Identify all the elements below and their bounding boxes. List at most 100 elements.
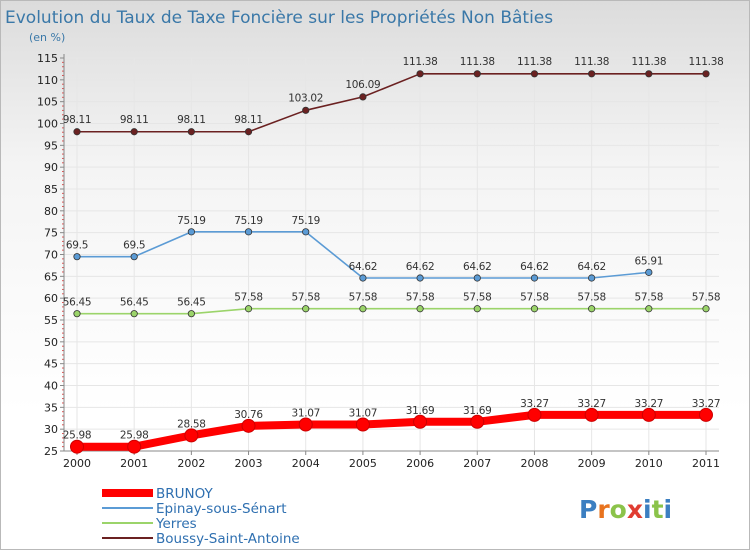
data-point-boussy-saint-antoine: [473, 70, 481, 78]
data-label-brunoy: 33.27: [635, 398, 664, 410]
y-tick-label: 95: [44, 139, 58, 152]
data-point-brunoy: [527, 407, 542, 422]
y-tick-label: 40: [44, 380, 58, 393]
data-label-epinay-sous-senart: 64.62: [577, 261, 606, 273]
data-point-brunoy: [470, 414, 485, 429]
data-label-boussy-saint-antoine: 106.09: [345, 79, 380, 91]
chart-title: Evolution du Taux de Taxe Foncière sur l…: [5, 8, 553, 28]
data-point-yerres: [187, 310, 195, 318]
logo-letter: x: [627, 495, 643, 524]
legend: BRUNOY Epinay-sous-Sénart Yerres Boussy-…: [102, 486, 300, 547]
data-label-yerres: 56.45: [177, 297, 206, 309]
data-point-brunoy: [184, 428, 199, 443]
data-point-epinay-sous-senart: [530, 274, 539, 282]
data-label-yerres: 56.45: [63, 297, 92, 309]
x-tick-label: 2011: [692, 457, 720, 470]
legend-label-epinay: Epinay-sous-Sénart: [156, 501, 287, 517]
data-point-boussy-saint-antoine: [645, 70, 653, 78]
logo-letter: i: [664, 495, 673, 524]
data-point-yerres: [359, 305, 367, 313]
data-label-brunoy: 31.69: [463, 405, 492, 417]
data-point-boussy-saint-antoine: [530, 70, 539, 78]
y-tick-label: 60: [44, 292, 58, 305]
data-label-epinay-sous-senart: 64.62: [463, 261, 492, 273]
data-label-epinay-sous-senart: 64.62: [406, 261, 435, 273]
data-point-brunoy: [699, 407, 713, 422]
y-tick-label: 30: [44, 423, 58, 436]
data-label-yerres: 57.58: [234, 292, 263, 304]
y-tick-label: 25: [44, 445, 58, 458]
data-point-yerres: [416, 305, 424, 313]
logo-letter: P: [579, 495, 597, 524]
data-label-brunoy: 31.07: [349, 407, 378, 419]
data-label-boussy-saint-antoine: 111.38: [631, 56, 666, 68]
data-point-yerres: [588, 305, 596, 313]
data-point-epinay-sous-senart: [473, 274, 481, 282]
x-tick-label: 2004: [292, 457, 320, 470]
data-label-yerres: 56.45: [120, 297, 149, 309]
data-label-brunoy: 31.07: [291, 407, 320, 419]
data-point-epinay-sous-senart: [187, 228, 195, 236]
y-tick-label: 105: [37, 96, 58, 109]
y-tick-label: 45: [44, 358, 58, 371]
x-tick-label: 2003: [235, 457, 263, 470]
data-point-epinay-sous-senart: [588, 274, 596, 282]
y-tick-label: 75: [44, 227, 58, 240]
y-tick-label: 110: [37, 74, 58, 87]
data-label-yerres: 57.58: [520, 292, 549, 304]
data-point-boussy-saint-antoine: [702, 70, 710, 78]
data-label-yerres: 57.58: [635, 292, 664, 304]
data-label-yerres: 57.58: [692, 292, 721, 304]
data-point-yerres: [702, 305, 710, 313]
data-label-boussy-saint-antoine: 111.38: [517, 56, 552, 68]
data-label-yerres: 57.58: [463, 292, 492, 304]
data-label-epinay-sous-senart: 75.19: [177, 215, 206, 227]
data-point-yerres: [73, 310, 81, 318]
logo-letter: t: [652, 495, 664, 524]
data-point-boussy-saint-antoine: [588, 70, 596, 78]
data-point-brunoy: [241, 418, 256, 433]
data-point-brunoy: [413, 414, 428, 429]
data-point-epinay-sous-senart: [359, 274, 367, 282]
data-point-brunoy: [127, 439, 142, 454]
series-line-brunoy: [73, 410, 710, 451]
legend-label-brunoy: BRUNOY: [156, 486, 214, 502]
x-tick-label: 2008: [520, 457, 548, 470]
chart-subtitle: (en %): [29, 31, 65, 44]
data-point-boussy-saint-antoine: [73, 128, 81, 136]
logo-letter: o: [610, 495, 627, 524]
y-tick-label: 55: [44, 314, 58, 327]
y-tick-label: 65: [44, 270, 58, 283]
data-point-brunoy: [355, 417, 370, 432]
data-label-yerres: 57.58: [406, 292, 435, 304]
data-point-brunoy: [641, 407, 656, 422]
data-label-brunoy: 33.27: [520, 398, 549, 410]
data-point-brunoy: [70, 439, 84, 454]
data-point-boussy-saint-antoine: [416, 70, 424, 78]
data-label-boussy-saint-antoine: 98.11: [234, 114, 263, 126]
y-tick-label: 70: [44, 249, 58, 262]
data-label-boussy-saint-antoine: 103.02: [288, 92, 323, 104]
data-label-epinay-sous-senart: 69.5: [123, 240, 145, 252]
data-label-layer: 98.11 98.11 98.11 98.11 103.02 106.09 111.38 11…: [63, 56, 724, 442]
data-label-yerres: 57.58: [349, 292, 378, 304]
data-point-boussy-saint-antoine: [244, 128, 253, 136]
proxiti-logo: Proxiti: [579, 495, 672, 524]
data-point-epinay-sous-senart: [416, 274, 424, 282]
y-tick-label: 35: [44, 401, 58, 414]
data-label-brunoy: 33.27: [692, 398, 721, 410]
data-label-boussy-saint-antoine: 111.38: [689, 56, 724, 68]
data-label-brunoy: 25.98: [63, 430, 92, 442]
y-tick-label: 80: [44, 205, 58, 218]
data-label-boussy-saint-antoine: 111.38: [574, 56, 609, 68]
data-point-epinay-sous-senart: [244, 228, 253, 236]
y-tick-label: 115: [37, 52, 58, 65]
data-point-epinay-sous-senart: [645, 268, 653, 276]
data-label-epinay-sous-senart: 64.62: [520, 261, 549, 273]
x-tick-label: 2010: [635, 457, 663, 470]
data-point-epinay-sous-senart: [302, 228, 310, 236]
data-label-boussy-saint-antoine: 98.11: [177, 114, 206, 126]
data-point-boussy-saint-antoine: [130, 128, 138, 136]
data-point-boussy-saint-antoine: [302, 106, 310, 114]
